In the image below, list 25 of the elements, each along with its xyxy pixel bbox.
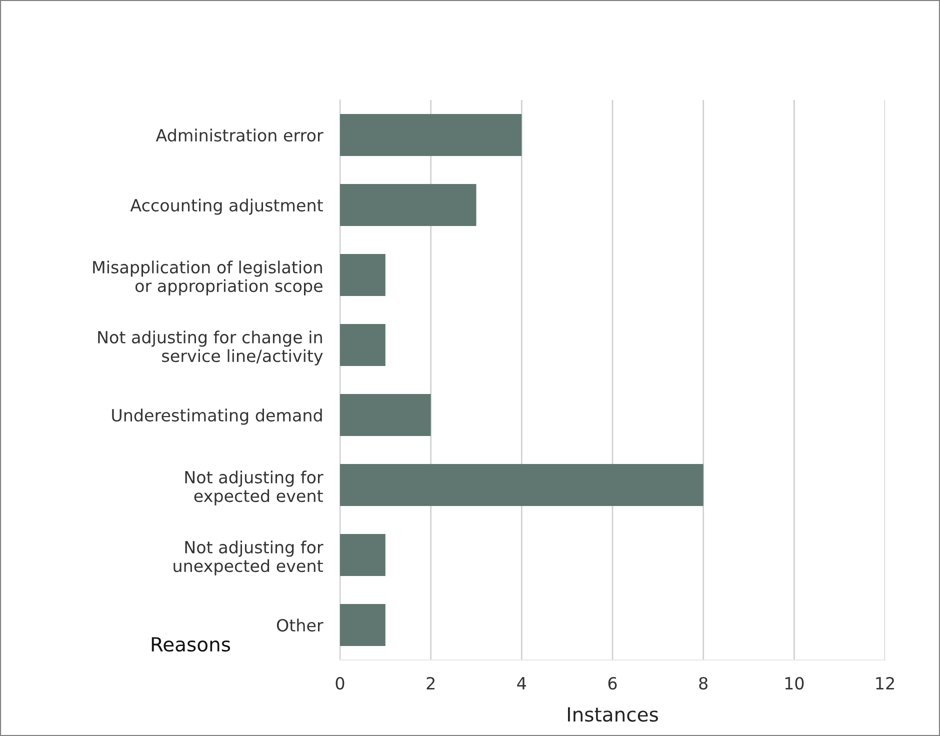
x-tick-label: 12	[876, 676, 894, 690]
bar	[340, 324, 386, 366]
bar	[340, 394, 431, 436]
y-tick-label: Not adjusting for unexpected event	[174, 540, 324, 576]
y-tick-label: Not adjusting for change in service line/activity	[98, 330, 323, 366]
y-tick-label: Underestimating demand	[112, 408, 322, 425]
x-tick-label: 8	[699, 676, 708, 690]
x-tick-label: 6	[608, 676, 617, 690]
y-axis-title: Reasons	[152, 637, 230, 652]
x-axis-title: Instances	[568, 707, 658, 722]
x-tick-label: 10	[785, 676, 804, 690]
bar	[340, 184, 476, 226]
bar	[340, 114, 522, 156]
bar	[340, 604, 386, 646]
bar	[340, 534, 386, 576]
bar	[340, 254, 386, 296]
y-tick-label: Administration error	[156, 128, 324, 142]
y-tick-label: Misapplication of legislation or appropriation scope	[93, 260, 322, 296]
y-tick-label: Not adjusting for expected event	[185, 470, 324, 506]
bar	[340, 464, 704, 506]
y-tick-label: Other	[276, 618, 324, 632]
x-tick-label: 4	[517, 677, 526, 690]
x-tick-label: 0	[336, 676, 344, 690]
y-tick-label: Accounting adjustment	[130, 198, 323, 215]
x-tick-label: 2	[426, 676, 434, 690]
